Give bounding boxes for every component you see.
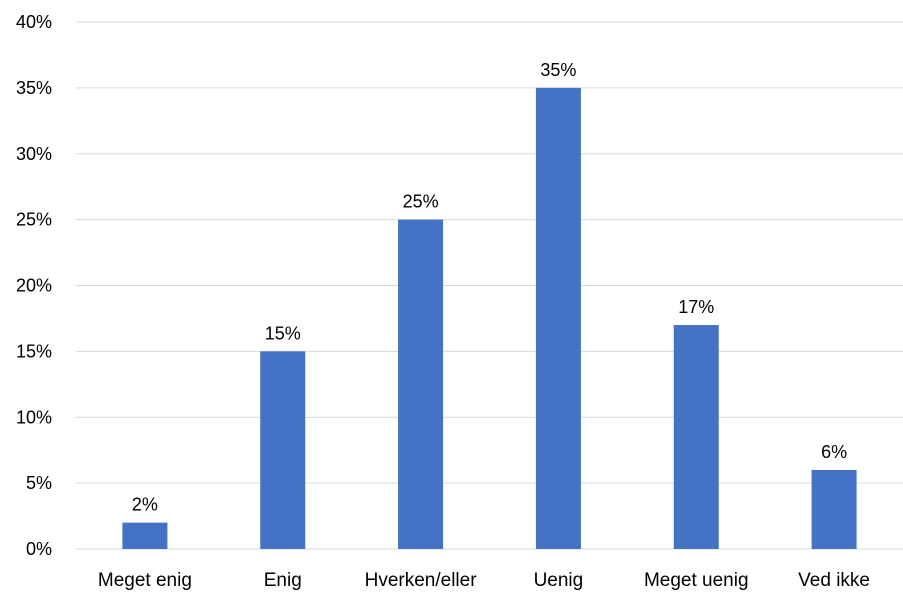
y-tick-label: 20% [16, 276, 52, 296]
y-tick-label: 0% [26, 539, 52, 559]
x-tick-label: Meget uenig [644, 570, 749, 591]
bar [398, 219, 444, 549]
gridlines [76, 21, 903, 550]
y-tick-label: 30% [16, 144, 52, 164]
x-tick-label: Meget enig [98, 570, 192, 591]
bar [811, 469, 857, 549]
x-axis-tick-labels: Meget enig Enig Hverken/eller Uenig Meget ue… [98, 570, 870, 591]
bar [260, 351, 306, 549]
y-tick-label: 15% [16, 341, 52, 361]
bar [535, 87, 581, 549]
data-label: 6% [821, 442, 847, 462]
bar [122, 522, 168, 549]
y-axis-tick-labels: 0% 5% 10% 15% 20% 25% 30% 35% 40% [16, 12, 52, 559]
x-tick-label: Ved ikke [798, 570, 870, 591]
y-tick-label: 40% [16, 12, 52, 32]
x-tick-label: Hverken/eller [365, 570, 478, 591]
data-labels: 2% 15% 25% 35% 17% 6% [132, 60, 847, 515]
bar [673, 325, 719, 549]
data-label: 15% [265, 323, 301, 343]
x-tick-label: Enig [264, 570, 302, 591]
y-tick-label: 35% [16, 78, 52, 98]
data-label: 35% [540, 60, 576, 80]
data-label: 17% [678, 297, 714, 317]
data-label: 2% [132, 495, 158, 515]
y-tick-label: 10% [16, 407, 52, 427]
y-tick-label: 25% [16, 210, 52, 230]
x-tick-label: Uenig [534, 570, 584, 591]
y-tick-label: 5% [26, 473, 52, 493]
bars [122, 87, 857, 549]
data-label: 25% [403, 192, 439, 212]
